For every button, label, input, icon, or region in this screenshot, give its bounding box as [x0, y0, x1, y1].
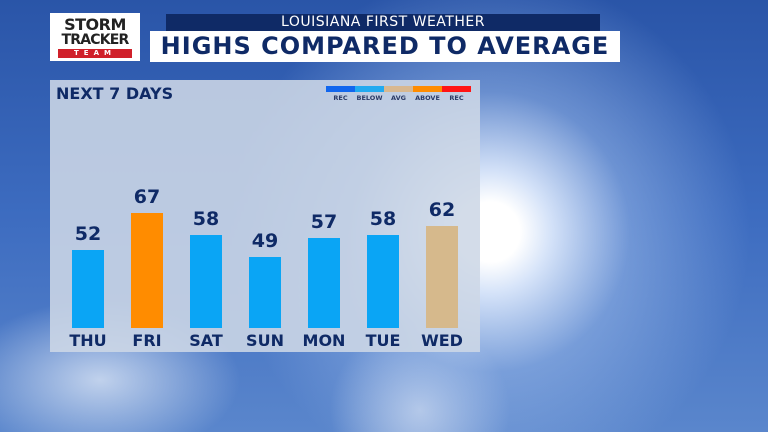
legend-item: ABOVE — [413, 86, 442, 102]
legend-label: ABOVE — [415, 94, 440, 102]
legend-swatch — [442, 86, 471, 92]
legend-swatch — [326, 86, 355, 92]
value-label: 52 — [74, 222, 102, 245]
page-title: HIGHS COMPARED TO AVERAGE — [150, 31, 620, 62]
day-label: MON — [302, 331, 346, 350]
value-label: 62 — [428, 198, 456, 221]
panel-title: NEXT 7 DAYS — [56, 84, 174, 103]
legend-swatch — [384, 86, 413, 92]
value-label: 67 — [133, 186, 161, 209]
day-label: WED — [421, 331, 463, 350]
day-label: SUN — [246, 331, 284, 350]
value-label: 58 — [192, 208, 220, 231]
forecast-chart-panel: NEXT 7 DAYS REC BELOW AVG ABOVE REC 52 THU 67 F… — [50, 80, 480, 352]
legend: REC BELOW AVG ABOVE REC — [326, 86, 471, 102]
day-label: FRI — [132, 331, 162, 350]
legend-swatch — [413, 86, 442, 92]
bar-wed — [426, 225, 458, 328]
legend-item: REC — [326, 86, 355, 102]
storm-tracker-team-logo: STORM TRACKER TEAM — [50, 13, 140, 61]
value-label: 58 — [369, 208, 397, 231]
legend-swatch — [355, 86, 384, 92]
bar-thu — [72, 249, 104, 328]
legend-label: BELOW — [356, 94, 383, 102]
legend-item: BELOW — [355, 86, 384, 102]
legend-item: REC — [442, 86, 471, 102]
value-label: 49 — [251, 230, 279, 253]
legend-item: AVG — [384, 86, 413, 102]
bar-sun — [249, 257, 281, 328]
legend-label: REC — [449, 94, 464, 102]
day-label: SAT — [189, 331, 223, 350]
bar-mon — [308, 237, 340, 328]
station-subtitle: LOUISIANA FIRST WEATHER — [166, 14, 600, 31]
day-label: THU — [69, 331, 107, 350]
value-label: 57 — [310, 210, 338, 233]
day-label: TUE — [365, 331, 401, 350]
bar-tue — [367, 235, 399, 328]
bar-sat — [190, 235, 222, 328]
bar-fri — [131, 213, 163, 328]
legend-label: REC — [333, 94, 348, 102]
legend-label: AVG — [391, 94, 406, 102]
